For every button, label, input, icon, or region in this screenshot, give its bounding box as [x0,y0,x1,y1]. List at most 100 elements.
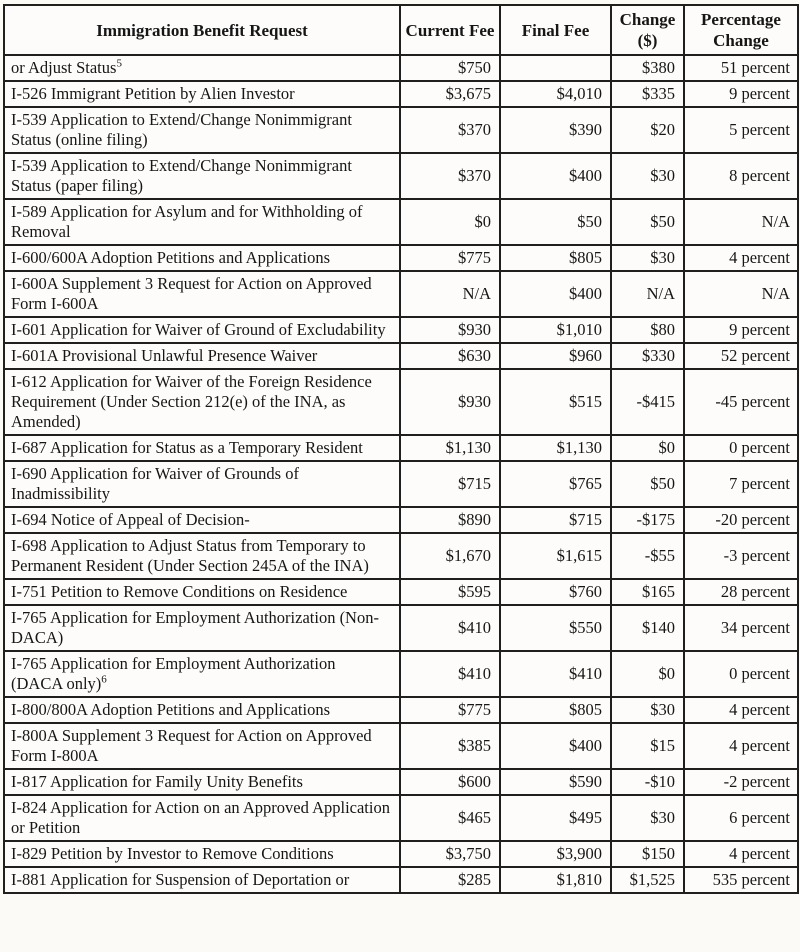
benefit-cell: I-600/600A Adoption Petitions and Applic… [3,244,401,272]
change-cell: $50 [610,460,685,508]
table-row: I-600A Supplement 3 Request for Action o… [3,270,799,318]
current-fee-cell: $3,675 [399,80,501,108]
final-fee-cell: $1,810 [499,866,612,894]
benefit-cell: I-765 Application for Employment Authori… [3,650,401,698]
percentage-change-cell: 34 percent [683,604,799,652]
change-cell: $335 [610,80,685,108]
benefit-cell: I-687 Application for Status as a Tempor… [3,434,401,462]
final-fee-cell: $715 [499,506,612,534]
benefit-cell: I-690 Application for Waiver of Grounds … [3,460,401,508]
benefit-cell: I-694 Notice of Appeal of Decision- [3,506,401,534]
percentage-change-cell: 9 percent [683,316,799,344]
benefit-cell: I-601A Provisional Unlawful Presence Wai… [3,342,401,370]
table-row: I-824 Application for Action on an Appro… [3,794,799,842]
change-cell: -$175 [610,506,685,534]
final-fee-cell: $400 [499,152,612,200]
change-cell: $330 [610,342,685,370]
percentage-change-cell: 4 percent [683,722,799,770]
current-fee-cell: $385 [399,722,501,770]
change-cell: $150 [610,840,685,868]
final-fee-cell: $400 [499,270,612,318]
benefit-cell: I-600A Supplement 3 Request for Action o… [3,270,401,318]
current-fee-cell: $410 [399,604,501,652]
percentage-change-cell: 7 percent [683,460,799,508]
change-cell: $30 [610,794,685,842]
benefit-cell: I-526 Immigrant Petition by Alien Invest… [3,80,401,108]
percentage-change-cell: N/A [683,198,799,246]
table-row: I-800A Supplement 3 Request for Action o… [3,722,799,770]
final-fee-cell: $960 [499,342,612,370]
header-percentage-change: Percentage Change [683,4,799,56]
table-row: I-829 Petition by Investor to Remove Con… [3,840,799,868]
immigration-fee-table: Immigration Benefit Request Current Fee … [3,4,799,894]
current-fee-cell: $595 [399,578,501,606]
current-fee-cell: $1,670 [399,532,501,580]
current-fee-cell: $0 [399,198,501,246]
table-row: I-539 Application to Extend/Change Nonim… [3,106,799,154]
current-fee-cell: $370 [399,152,501,200]
percentage-change-cell: 8 percent [683,152,799,200]
table-row: I-698 Application to Adjust Status from … [3,532,799,580]
current-fee-cell: $1,130 [399,434,501,462]
final-fee-cell: $3,900 [499,840,612,868]
percentage-change-cell: 52 percent [683,342,799,370]
final-fee-cell: $765 [499,460,612,508]
final-fee-cell: $515 [499,368,612,436]
table-row: I-800/800A Adoption Petitions and Applic… [3,696,799,724]
current-fee-cell: $630 [399,342,501,370]
benefit-cell: I-829 Petition by Investor to Remove Con… [3,840,401,868]
header-immigration-benefit-request: Immigration Benefit Request [3,4,401,56]
percentage-change-cell: 4 percent [683,696,799,724]
table-row: I-687 Application for Status as a Tempor… [3,434,799,462]
percentage-change-cell: 535 percent [683,866,799,894]
benefit-cell: or Adjust Status5 [3,54,401,82]
percentage-change-cell: 0 percent [683,434,799,462]
benefit-cell: I-800A Supplement 3 Request for Action o… [3,722,401,770]
change-cell: $30 [610,152,685,200]
change-cell: $165 [610,578,685,606]
current-fee-cell: $465 [399,794,501,842]
table-row: I-612 Application for Waiver of the Fore… [3,368,799,436]
change-cell: $1,525 [610,866,685,894]
final-fee-cell: $390 [499,106,612,154]
benefit-cell: I-539 Application to Extend/Change Nonim… [3,106,401,154]
table-row: I-881 Application for Suspension of Depo… [3,866,799,894]
final-fee-cell: $805 [499,696,612,724]
benefit-cell: I-601 Application for Waiver of Ground o… [3,316,401,344]
percentage-change-cell: 6 percent [683,794,799,842]
header-change-dollars: Change ($) [610,4,685,56]
change-cell: $50 [610,198,685,246]
benefit-cell: I-765 Application for Employment Authori… [3,604,401,652]
change-cell: N/A [610,270,685,318]
benefit-cell: I-751 Petition to Remove Conditions on R… [3,578,401,606]
benefit-cell: I-589 Application for Asylum and for Wit… [3,198,401,246]
percentage-change-cell: 4 percent [683,840,799,868]
benefit-cell: I-698 Application to Adjust Status from … [3,532,401,580]
current-fee-cell: $600 [399,768,501,796]
change-cell: -$10 [610,768,685,796]
table-row: I-600/600A Adoption Petitions and Applic… [3,244,799,272]
current-fee-cell: $3,750 [399,840,501,868]
final-fee-cell: $590 [499,768,612,796]
table-row: I-601 Application for Waiver of Ground o… [3,316,799,344]
header-final-fee: Final Fee [499,4,612,56]
table-row: I-751 Petition to Remove Conditions on R… [3,578,799,606]
final-fee-cell: $550 [499,604,612,652]
current-fee-cell: $890 [399,506,501,534]
change-cell: $15 [610,722,685,770]
fee-table-header: Immigration Benefit Request Current Fee … [3,4,799,56]
current-fee-cell: N/A [399,270,501,318]
final-fee-cell: $1,130 [499,434,612,462]
table-row: I-589 Application for Asylum and for Wit… [3,198,799,246]
benefit-cell: I-824 Application for Action on an Appro… [3,794,401,842]
final-fee-cell: $4,010 [499,80,612,108]
change-cell: $140 [610,604,685,652]
current-fee-cell: $930 [399,316,501,344]
benefit-cell: I-612 Application for Waiver of the Fore… [3,368,401,436]
final-fee-cell: $760 [499,578,612,606]
table-row: I-539 Application to Extend/Change Nonim… [3,152,799,200]
change-cell: $380 [610,54,685,82]
current-fee-cell: $930 [399,368,501,436]
change-cell: $80 [610,316,685,344]
current-fee-cell: $750 [399,54,501,82]
